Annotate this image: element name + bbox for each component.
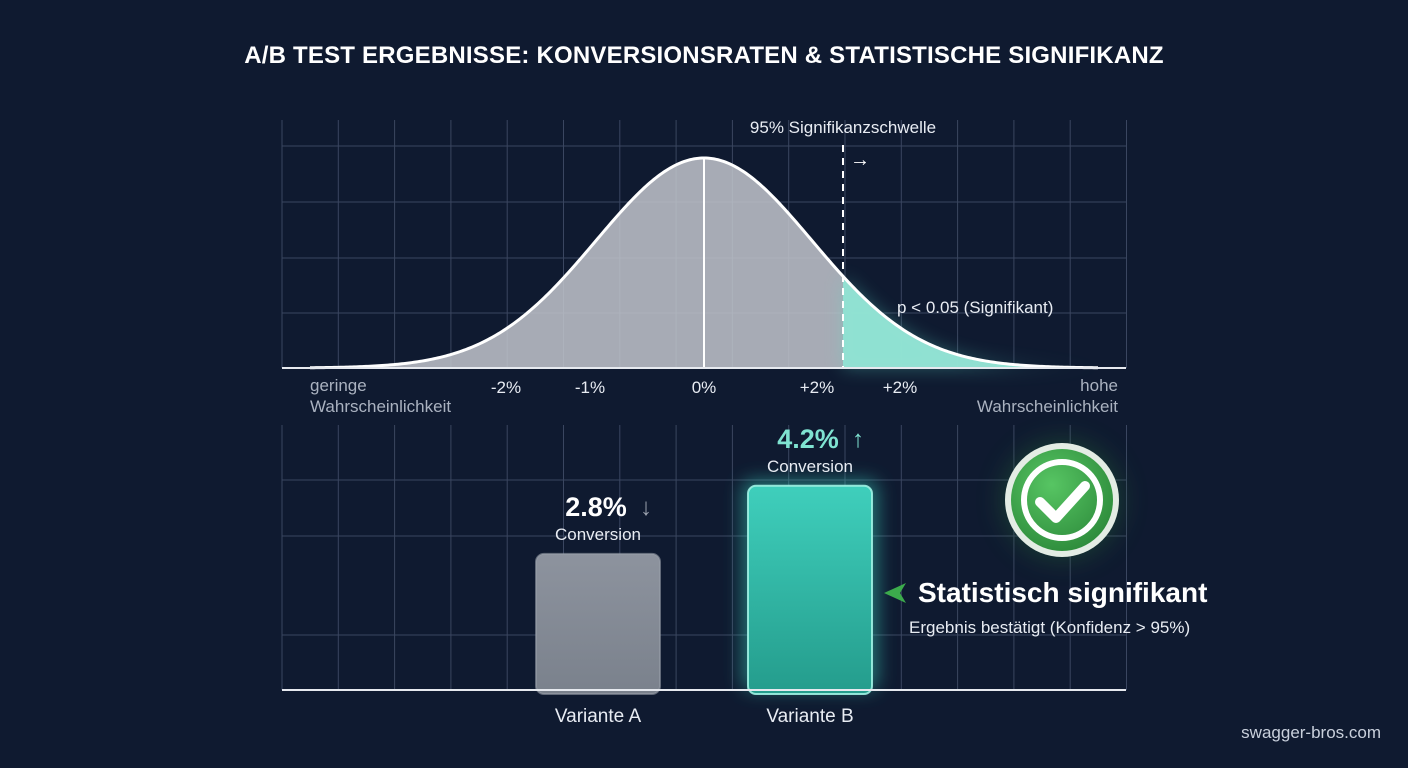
significance-region — [843, 276, 1098, 368]
x-tick-label: -1% — [575, 378, 605, 397]
bar-sub-label: Conversion — [555, 525, 641, 544]
x-tick-label: +2% — [883, 378, 918, 397]
arrow-down-icon: ↓ — [640, 494, 652, 521]
x-axis-left-label-line: geringe — [310, 376, 367, 395]
threshold-arrow-icon: → — [850, 149, 870, 171]
callout-pointer-icon — [884, 583, 906, 603]
bar-category-labels: Variante A Variante B — [555, 706, 854, 727]
x-axis-right-label-line: Wahrscheinlichkeit — [977, 397, 1118, 416]
callout-subtext: Ergebnis bestätigt (Konfidenz > 95%) — [909, 618, 1190, 637]
x-tick-label: 0% — [692, 378, 717, 397]
threshold-label: 95% Signifikanzschwelle — [750, 118, 936, 137]
bars — [535, 479, 878, 695]
bar-category-label: Variante A — [555, 706, 642, 727]
x-tick-label: +2% — [800, 378, 835, 397]
x-axis-left-label: geringe Wahrscheinlichkeit — [310, 376, 451, 416]
bar-category-label: Variante B — [766, 706, 853, 727]
bar-variante-b — [747, 484, 873, 695]
bar-sub-label: Conversion — [767, 457, 853, 476]
watermark: swagger-bros.com — [1241, 723, 1381, 742]
callout-heading: Statistisch signifikant — [918, 577, 1207, 608]
x-axis-right-label-line: hohe — [1080, 376, 1118, 395]
bar-value-label: 4.2% — [777, 424, 839, 454]
bar-data-labels: 2.8% ↓ Conversion 4.2% ↑ Conversion — [555, 424, 864, 544]
significance-label: p < 0.05 (Signifikant) — [897, 298, 1053, 317]
x-tick-labels: -2% -1% 0% +2% +2% — [491, 378, 917, 397]
x-axis-left-label-line: Wahrscheinlichkeit — [310, 397, 451, 416]
x-tick-label: -2% — [491, 378, 521, 397]
bar-variante-a — [535, 552, 661, 695]
bar-grid — [281, 425, 1127, 690]
chart-title: A/B TEST ERGEBNISSE: KONVERSIONSRATEN & … — [244, 42, 1164, 69]
bar-value-label: 2.8% — [565, 492, 627, 522]
check-circle-icon — [1004, 442, 1120, 558]
arrow-up-icon: ↑ — [852, 426, 864, 453]
x-axis-right-label: hohe Wahrscheinlichkeit — [977, 376, 1118, 416]
